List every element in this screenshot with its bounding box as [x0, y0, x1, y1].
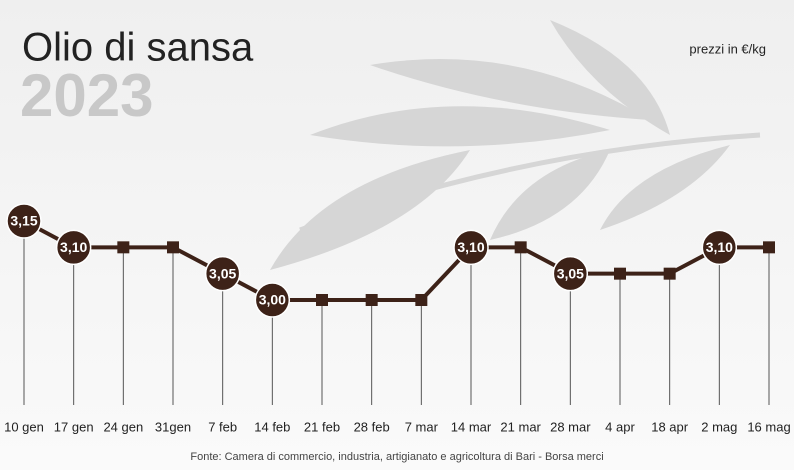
point-circle	[55, 229, 92, 266]
x-tick-label: 28 feb	[354, 419, 390, 434]
x-tick-label: 14 feb	[254, 419, 290, 434]
point-circle	[453, 229, 489, 266]
x-tick-label: 21 mar	[500, 419, 541, 434]
x-tick-label: 4 apr	[605, 419, 635, 434]
point-square	[316, 294, 328, 306]
olive-branch	[270, 20, 761, 270]
x-tick-label: 14 mar	[451, 419, 492, 434]
value-label: 3,05	[557, 265, 584, 281]
x-tick-label: 24 gen	[103, 419, 143, 434]
value-label: 3,15	[10, 213, 37, 229]
value-label: 3,00	[259, 292, 286, 308]
x-tick-label: 7 mar	[405, 419, 439, 434]
x-tick-label: 21 feb	[304, 419, 340, 434]
chart-title: Olio di sansa	[22, 26, 254, 70]
point-square	[167, 241, 179, 254]
point-circle	[254, 282, 291, 318]
value-label: 3,10	[706, 239, 733, 255]
x-tick-label: 16 mag	[747, 419, 790, 434]
source-note: Fonte: Camera di commercio, industria, a…	[190, 451, 603, 463]
x-tick-label: 17 gen	[54, 419, 94, 434]
point-circle	[6, 203, 42, 239]
x-tick-label: 2 mag	[701, 419, 737, 434]
unit-note: prezzi in €/kg	[689, 41, 766, 56]
point-square	[763, 241, 775, 254]
x-tick-label: 10 gen	[4, 419, 44, 434]
point-square	[614, 267, 626, 280]
point-square	[663, 267, 676, 280]
point-square	[365, 294, 378, 306]
chart-subtitle: 2023	[20, 62, 153, 129]
point-circle	[552, 255, 589, 292]
value-label: 3,05	[209, 265, 236, 281]
x-tick-label: 28 mar	[550, 419, 591, 434]
price-line	[23, 219, 769, 302]
value-label: 3,10	[60, 239, 87, 255]
point-square	[514, 241, 527, 254]
point-square	[415, 294, 428, 306]
point-circle	[204, 255, 241, 292]
point-circle	[701, 229, 738, 266]
x-tick-label: 7 feb	[208, 419, 237, 434]
x-tick-label: 31gen	[155, 419, 191, 434]
x-tick-label: 18 apr	[651, 419, 689, 434]
value-label: 3,10	[457, 239, 484, 255]
point-square	[117, 241, 130, 254]
